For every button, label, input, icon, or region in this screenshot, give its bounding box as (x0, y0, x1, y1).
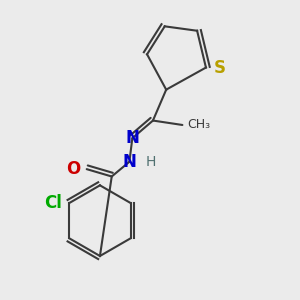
Text: CH₃: CH₃ (187, 118, 210, 131)
Text: N: N (125, 129, 139, 147)
Text: O: O (67, 160, 81, 178)
Text: N: N (122, 153, 136, 171)
Text: Cl: Cl (44, 194, 62, 212)
Text: H: H (146, 155, 156, 169)
Text: S: S (213, 58, 225, 76)
